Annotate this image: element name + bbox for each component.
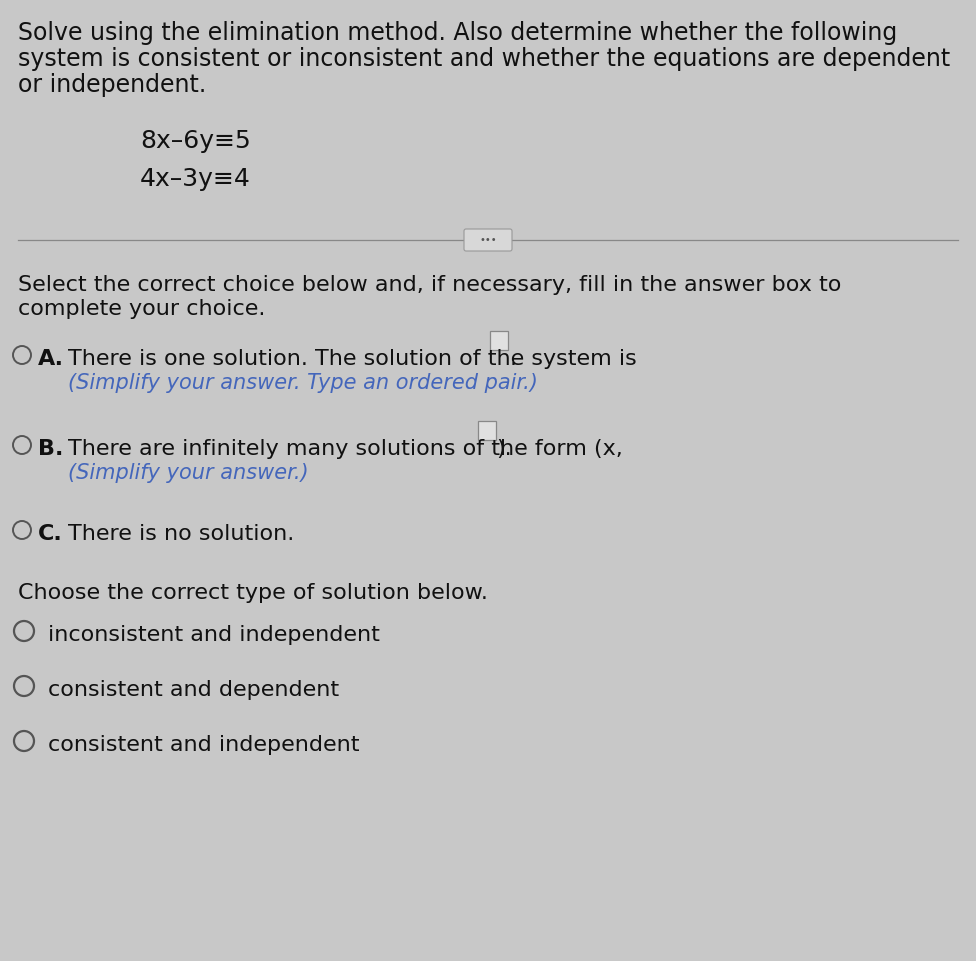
Text: complete your choice.: complete your choice. [18, 299, 265, 319]
Text: Solve using the elimination method. Also determine whether the following: Solve using the elimination method. Also… [18, 21, 897, 45]
Text: consistent and dependent: consistent and dependent [48, 680, 339, 700]
Text: •••: ••• [479, 235, 497, 245]
FancyBboxPatch shape [478, 421, 496, 440]
Text: ).: ). [496, 439, 511, 459]
Text: There is no solution.: There is no solution. [68, 524, 294, 544]
Text: (Simplify your answer. Type an ordered pair.): (Simplify your answer. Type an ordered p… [68, 373, 538, 393]
Text: inconsistent and independent: inconsistent and independent [48, 625, 380, 645]
FancyBboxPatch shape [464, 229, 512, 251]
Text: There are infinitely many solutions of the form (x,: There are infinitely many solutions of t… [68, 439, 623, 459]
Text: A.: A. [38, 349, 64, 369]
Text: (Simplify your answer.): (Simplify your answer.) [68, 463, 308, 483]
Text: C.: C. [38, 524, 62, 544]
FancyBboxPatch shape [490, 331, 508, 350]
Text: system is consistent or inconsistent and whether the equations are dependent: system is consistent or inconsistent and… [18, 47, 951, 71]
Text: .: . [509, 349, 516, 369]
Text: Select the correct choice below and, if necessary, fill in the answer box to: Select the correct choice below and, if … [18, 275, 841, 295]
Text: Choose the correct type of solution below.: Choose the correct type of solution belo… [18, 583, 488, 603]
Text: B.: B. [38, 439, 63, 459]
Text: 8x–6y≡5: 8x–6y≡5 [140, 129, 251, 153]
Text: or independent.: or independent. [18, 73, 206, 97]
Text: There is one solution. The solution of the system is: There is one solution. The solution of t… [68, 349, 636, 369]
Text: consistent and independent: consistent and independent [48, 735, 359, 755]
Text: 4x–3y≡4: 4x–3y≡4 [140, 167, 251, 191]
